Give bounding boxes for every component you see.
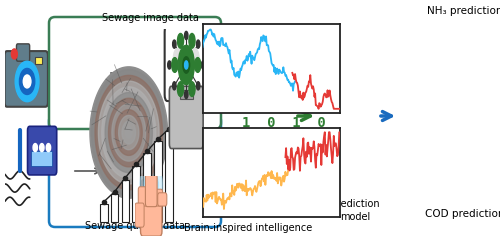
Text: Prediction
model: Prediction model xyxy=(330,199,380,222)
Text: Sewage image data: Sewage image data xyxy=(102,13,198,23)
Bar xyxy=(180,90,193,99)
Bar xyxy=(122,180,130,222)
Polygon shape xyxy=(108,98,149,167)
Polygon shape xyxy=(92,70,166,195)
FancyBboxPatch shape xyxy=(164,26,208,101)
Polygon shape xyxy=(116,110,142,155)
FancyBboxPatch shape xyxy=(16,44,30,61)
FancyBboxPatch shape xyxy=(170,86,203,148)
Circle shape xyxy=(144,172,158,198)
Circle shape xyxy=(178,33,184,48)
Polygon shape xyxy=(105,93,152,173)
Circle shape xyxy=(184,90,188,99)
Circle shape xyxy=(184,61,188,69)
Circle shape xyxy=(15,61,39,102)
Circle shape xyxy=(183,57,190,73)
Bar xyxy=(32,151,52,166)
Text: COD prediction: COD prediction xyxy=(425,209,500,219)
Text: 1  0  1  0: 1 0 1 0 xyxy=(242,116,326,130)
Bar xyxy=(143,153,151,222)
FancyBboxPatch shape xyxy=(138,187,147,206)
Bar xyxy=(176,116,197,121)
FancyBboxPatch shape xyxy=(4,51,48,107)
Bar xyxy=(176,106,197,111)
FancyBboxPatch shape xyxy=(49,115,221,227)
Bar xyxy=(176,126,197,131)
Circle shape xyxy=(172,40,176,48)
Bar xyxy=(165,131,172,222)
Bar xyxy=(132,167,140,222)
Polygon shape xyxy=(102,87,156,178)
Circle shape xyxy=(172,82,176,90)
Text: 1  0  0  1: 1 0 0 1 xyxy=(242,86,326,100)
Circle shape xyxy=(178,45,194,85)
FancyBboxPatch shape xyxy=(154,189,162,206)
Circle shape xyxy=(189,33,195,48)
Polygon shape xyxy=(90,67,168,198)
Text: 0  1  1  0: 0 1 1 0 xyxy=(242,56,326,70)
FancyBboxPatch shape xyxy=(146,174,157,207)
Polygon shape xyxy=(118,115,139,150)
Circle shape xyxy=(24,75,31,88)
FancyBboxPatch shape xyxy=(49,17,221,129)
FancyBboxPatch shape xyxy=(158,193,167,206)
Polygon shape xyxy=(122,121,136,144)
Circle shape xyxy=(46,144,50,152)
FancyBboxPatch shape xyxy=(28,126,56,175)
Bar xyxy=(154,141,162,222)
Circle shape xyxy=(168,61,171,69)
Circle shape xyxy=(184,31,188,40)
Circle shape xyxy=(191,49,199,68)
Circle shape xyxy=(174,49,182,68)
Circle shape xyxy=(178,82,184,96)
Circle shape xyxy=(172,58,178,72)
Circle shape xyxy=(12,49,18,59)
Circle shape xyxy=(140,164,162,206)
Text: Brain-inspired intelligence: Brain-inspired intelligence xyxy=(184,223,312,233)
Bar xyxy=(100,204,108,222)
Circle shape xyxy=(40,144,44,152)
Bar xyxy=(35,57,42,64)
Polygon shape xyxy=(98,81,159,184)
Circle shape xyxy=(196,82,200,90)
FancyBboxPatch shape xyxy=(135,203,144,227)
FancyBboxPatch shape xyxy=(140,193,162,236)
Text: NH₃ prediction: NH₃ prediction xyxy=(427,6,500,16)
Polygon shape xyxy=(126,127,132,138)
Circle shape xyxy=(202,61,205,69)
Circle shape xyxy=(20,68,35,94)
Circle shape xyxy=(196,40,200,48)
Circle shape xyxy=(194,58,201,72)
Bar xyxy=(110,194,118,222)
Circle shape xyxy=(189,82,195,96)
Polygon shape xyxy=(112,104,146,161)
Text: Sewage quality data: Sewage quality data xyxy=(85,221,185,231)
Polygon shape xyxy=(95,75,162,190)
Circle shape xyxy=(33,144,38,152)
Text: Multimodal
fusion: Multimodal fusion xyxy=(233,159,287,182)
